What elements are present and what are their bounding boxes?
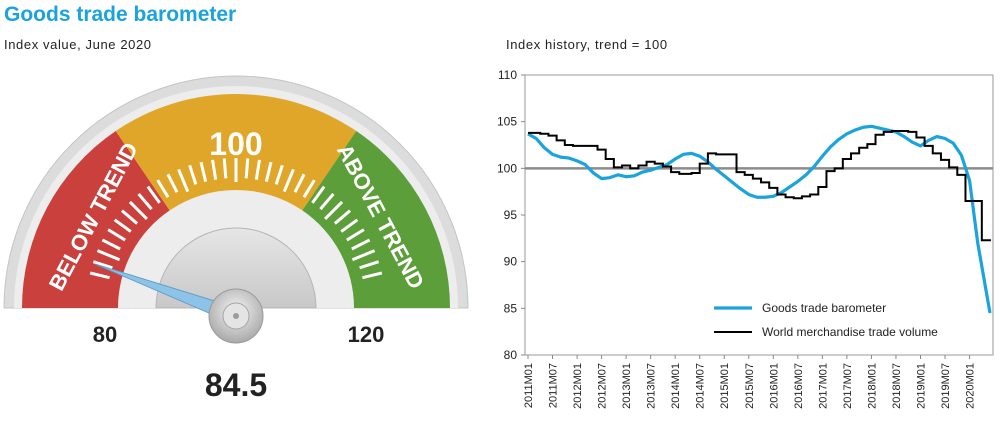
gauge-tick — [324, 200, 344, 220]
x-tick-label: 2019M07 — [940, 363, 952, 409]
gauge-tick — [244, 158, 250, 179]
gauge: BELOW TREND 100 ABOVE TREND 80 120 84.5 — [3, 75, 469, 403]
gauge-tick — [211, 159, 218, 180]
page-title: Goods trade barometer — [4, 3, 237, 26]
gauge-tick — [89, 271, 110, 280]
series-line-goods-trade-barometer — [527, 124, 992, 314]
gauge-inner-dial — [155, 227, 317, 309]
gauge-tick — [302, 179, 316, 198]
gauge-min-label: 80 — [93, 322, 117, 347]
gauge-tick — [319, 192, 335, 211]
x-tick-label: 2013M01 — [621, 363, 633, 409]
x-tick-label: 2018M07 — [891, 363, 903, 409]
x-tick-label: 2012M01 — [572, 363, 584, 409]
gauge-center-label: 100 — [209, 126, 262, 162]
gauge-tick — [101, 238, 121, 251]
gauge-tick — [351, 238, 371, 251]
gauge-band-trend — [115, 94, 357, 211]
y-tick-label: 110 — [498, 68, 517, 82]
gauge-tick — [137, 192, 153, 211]
x-tick-label: 2017M01 — [817, 363, 829, 409]
x-tick-label: 2014M01 — [670, 363, 682, 409]
gauge-tick — [293, 173, 306, 193]
gauge-max-label: 120 — [348, 322, 385, 347]
gauge-tick — [199, 161, 208, 182]
gauge-tick — [146, 185, 161, 204]
plot-area — [524, 74, 994, 356]
x-tick-label: 2015M07 — [744, 363, 756, 409]
y-tick-label: 95 — [504, 208, 518, 222]
x-tick-label: 2020M01 — [965, 363, 977, 409]
gauge-tick — [340, 218, 359, 233]
gauge-tick — [346, 228, 365, 242]
gauge-hub-dot — [233, 313, 239, 319]
legend-label-world-merchandise-trade-volume: World merchandise trade volume — [762, 325, 938, 339]
y-tick-label: 105 — [497, 115, 517, 129]
gauge-tick — [264, 161, 273, 182]
gauge-tick — [282, 168, 295, 193]
x-tick-label: 2013M07 — [646, 363, 658, 409]
y-tick-label: 80 — [504, 348, 518, 362]
gauge-tick — [113, 218, 132, 233]
gauge-tick — [362, 271, 383, 280]
gauge-tick — [128, 200, 148, 220]
x-axis: 2011M01 2011M07 2012M01 2012M07 2013M01 2013M… — [523, 355, 977, 409]
x-tick-label: 2016M07 — [793, 363, 805, 409]
x-tick-label: 2016M01 — [768, 363, 780, 409]
x-tick-label: 2011M01 — [523, 363, 535, 408]
chart-subtitle: Index history, trend = 100 — [506, 37, 668, 52]
gauge-tick — [333, 209, 352, 225]
gauge-tick — [166, 173, 179, 193]
gauge-tick — [274, 164, 284, 185]
legend: Goods trade barometer World merchandise … — [714, 301, 938, 339]
gauge-tick — [351, 249, 376, 262]
y-tick-label: 85 — [504, 301, 518, 315]
gauge-tick — [120, 209, 139, 225]
gauge-tick — [96, 249, 121, 262]
x-tick-label: 2018M01 — [866, 363, 878, 409]
gauge-band-above-trend — [302, 131, 450, 308]
x-tick-label: 2015M01 — [719, 363, 731, 409]
gauge-value-label: 84.5 — [205, 367, 267, 403]
y-axis: 80 85 90 95 100 105 110 — [497, 68, 525, 362]
x-tick-label: 2012M07 — [597, 363, 609, 409]
x-tick-label: 2017M07 — [842, 363, 854, 409]
gauge-tick — [107, 228, 126, 242]
gauge-tick — [254, 159, 261, 180]
gauge-tick — [359, 260, 380, 270]
gauge-tick — [222, 158, 228, 179]
gauge-band-below-trend — [22, 131, 170, 308]
y-tick-label: 90 — [504, 255, 518, 269]
x-tick-label: 2011M07 — [548, 363, 560, 408]
series-line-world-merchandise-trade-volume — [528, 130, 991, 242]
gauge-tick — [92, 260, 113, 270]
gauge-tick — [177, 168, 190, 193]
gauge-tick — [156, 179, 170, 198]
gauge-tick — [188, 164, 198, 185]
gauge-ticks — [89, 158, 383, 280]
gauge-tick — [311, 185, 326, 204]
legend-label-goods-trade-barometer: Goods trade barometer — [762, 301, 886, 315]
x-tick-label: 2019M01 — [915, 363, 927, 409]
gauge-subtitle: Index value, June 2020 — [4, 37, 152, 52]
x-tick-label: 2014M07 — [695, 363, 707, 409]
y-tick-label: 100 — [497, 161, 517, 175]
